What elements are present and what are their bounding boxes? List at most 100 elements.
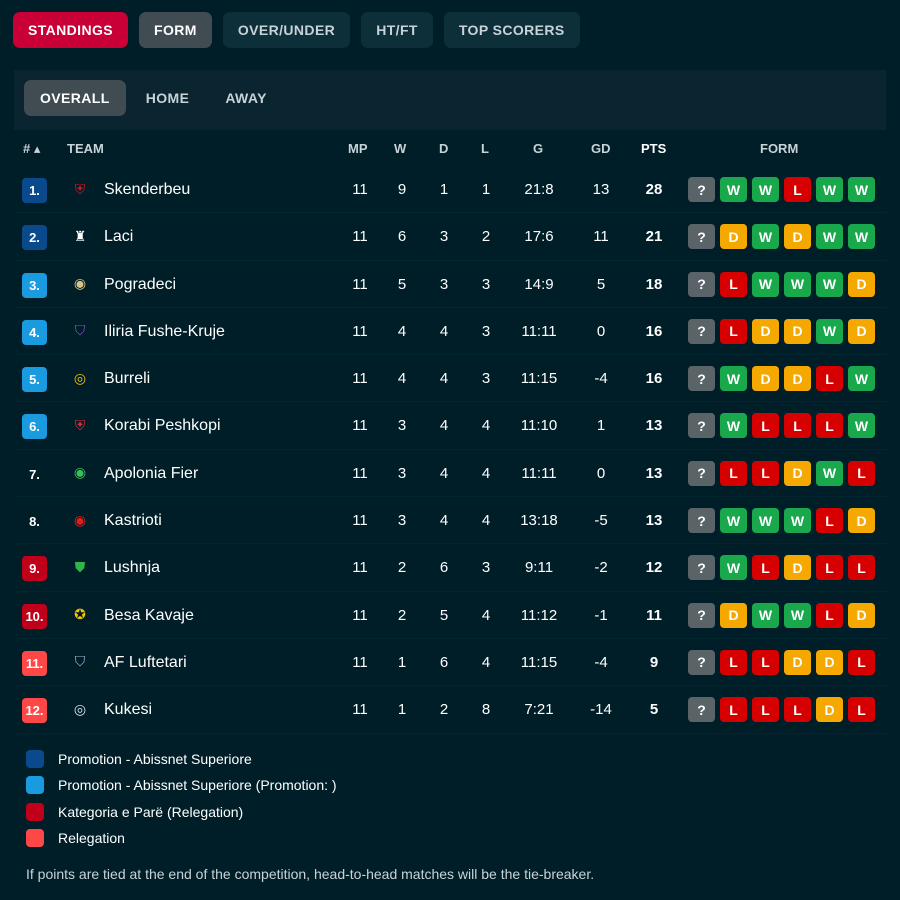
table-row[interactable]: 2. ♜ Laci 11 6 3 2 17:6 11 21? D W D W W: [14, 213, 886, 261]
next-match-badge[interactable]: ?: [688, 697, 715, 723]
form-badge-draw[interactable]: D: [752, 366, 779, 392]
form-badge-win[interactable]: W: [848, 224, 875, 250]
form-badge-win[interactable]: W: [784, 602, 811, 628]
tab-form[interactable]: FORM: [139, 12, 212, 48]
form-badge-loss[interactable]: L: [816, 555, 843, 581]
next-match-badge[interactable]: ?: [688, 649, 715, 675]
tab-ht-ft[interactable]: HT/FT: [361, 12, 433, 48]
tab-top-scorers[interactable]: TOP SCORERS: [443, 12, 580, 48]
form-badge-loss[interactable]: L: [720, 271, 747, 297]
form-badge-loss[interactable]: L: [720, 697, 747, 723]
form-badge-win[interactable]: W: [720, 555, 747, 581]
form-badge-loss[interactable]: L: [848, 460, 875, 486]
form-badge-draw[interactable]: D: [848, 318, 875, 344]
form-badge-win[interactable]: W: [816, 318, 843, 344]
table-row[interactable]: 9. ⛊ Lushnja 11 2 6 3 9:11 -2 12? W L D L L: [14, 544, 886, 592]
header-g[interactable]: G: [533, 141, 544, 156]
form-badge-loss[interactable]: L: [720, 318, 747, 344]
form-badge-draw[interactable]: D: [784, 460, 811, 486]
form-badge-draw[interactable]: D: [784, 649, 811, 675]
form-badge-loss[interactable]: L: [816, 366, 843, 392]
form-badge-loss[interactable]: L: [848, 555, 875, 581]
team-name[interactable]: Lushnja: [104, 559, 161, 577]
form-badge-draw[interactable]: D: [816, 697, 843, 723]
header-gd[interactable]: GD: [591, 141, 611, 156]
form-badge-draw[interactable]: D: [784, 318, 811, 344]
form-badge-draw[interactable]: D: [848, 508, 875, 534]
subtab-away[interactable]: AWAY: [225, 90, 267, 106]
table-row[interactable]: 6. ⛨ Korabi Peshkopi 11 3 4 4 11:10 1 13? W L L L W: [14, 402, 886, 450]
form-badge-loss[interactable]: L: [816, 508, 843, 534]
subtab-overall[interactable]: OVERALL: [24, 80, 126, 116]
table-row[interactable]: 8. ◉ Kastrioti 11 3 4 4 13:18 -5 13? W W W L D: [14, 497, 886, 545]
form-badge-draw[interactable]: D: [720, 602, 747, 628]
team-name[interactable]: Kukesi: [104, 701, 153, 719]
form-badge-loss[interactable]: L: [816, 602, 843, 628]
form-badge-win[interactable]: W: [848, 413, 875, 439]
team-name[interactable]: Besa Kavaje: [104, 606, 194, 624]
header-team[interactable]: TEAM: [67, 141, 104, 156]
table-row[interactable]: 7. ◉ Apolonia Fier 11 3 4 4 11:11 0 13? L L D W L: [14, 449, 886, 498]
table-row[interactable]: 1. ⛨ Skenderbeu 11 9 1 1 21:8 13 28? W W L W W: [14, 166, 886, 214]
form-badge-win[interactable]: W: [848, 366, 875, 392]
team-name[interactable]: AF Luftetari: [104, 653, 187, 671]
header-l[interactable]: L: [481, 141, 489, 156]
form-badge-loss[interactable]: L: [752, 649, 779, 675]
form-badge-win[interactable]: W: [784, 271, 811, 297]
team-name[interactable]: Pogradeci: [104, 275, 177, 293]
table-row[interactable]: 5. ◎ Burreli 11 4 4 3 11:15 -4 16? W D D L W: [14, 355, 886, 403]
form-badge-draw[interactable]: D: [784, 555, 811, 581]
form-badge-win[interactable]: W: [816, 460, 843, 486]
form-badge-loss[interactable]: L: [784, 177, 811, 202]
subtab-home[interactable]: HOME: [145, 90, 190, 106]
form-badge-loss[interactable]: L: [816, 413, 843, 439]
next-match-badge[interactable]: ?: [688, 460, 715, 486]
header-w[interactable]: W: [394, 141, 407, 156]
header-rank[interactable]: # ▴: [23, 141, 41, 156]
form-badge-win[interactable]: W: [720, 177, 747, 202]
next-match-badge[interactable]: ?: [688, 271, 715, 297]
team-name[interactable]: Kastrioti: [104, 512, 162, 530]
form-badge-draw[interactable]: D: [752, 318, 779, 344]
form-badge-loss[interactable]: L: [752, 697, 779, 723]
team-name[interactable]: Iliria Fushe-Kruje: [104, 322, 225, 340]
next-match-badge[interactable]: ?: [688, 555, 715, 581]
form-badge-win[interactable]: W: [816, 271, 843, 297]
form-badge-win[interactable]: W: [752, 602, 779, 628]
form-badge-win[interactable]: W: [816, 177, 843, 202]
table-row[interactable]: 10. ✪ Besa Kavaje 11 2 5 4 11:12 -1 11? D W W L D: [14, 591, 886, 639]
team-name[interactable]: Korabi Peshkopi: [104, 417, 221, 435]
form-badge-loss[interactable]: L: [848, 697, 875, 723]
table-row[interactable]: 3. ◉ Pogradeci 11 5 3 3 14:9 5 18? L W W W D: [14, 260, 886, 308]
table-row[interactable]: 4. ⛉ Iliria Fushe-Kruje 11 4 4 3 11:11 0 16? L D D W D: [14, 307, 886, 356]
form-badge-draw[interactable]: D: [816, 649, 843, 675]
form-badge-win[interactable]: W: [848, 177, 875, 202]
header-d[interactable]: D: [439, 141, 449, 156]
form-badge-loss[interactable]: L: [720, 649, 747, 675]
form-badge-win[interactable]: W: [720, 366, 747, 392]
header-pts[interactable]: PTS: [641, 141, 667, 156]
form-badge-draw[interactable]: D: [720, 224, 747, 250]
form-badge-draw[interactable]: D: [784, 366, 811, 392]
form-badge-loss[interactable]: L: [752, 413, 779, 439]
form-badge-draw[interactable]: D: [784, 224, 811, 250]
form-badge-loss[interactable]: L: [784, 697, 811, 723]
form-badge-win[interactable]: W: [752, 271, 779, 297]
form-badge-win[interactable]: W: [720, 413, 747, 439]
next-match-badge[interactable]: ?: [688, 177, 715, 202]
next-match-badge[interactable]: ?: [688, 224, 715, 250]
form-badge-draw[interactable]: D: [848, 271, 875, 297]
next-match-badge[interactable]: ?: [688, 318, 715, 344]
form-badge-loss[interactable]: L: [848, 649, 875, 675]
form-badge-loss[interactable]: L: [720, 460, 747, 486]
tab-standings[interactable]: STANDINGS: [13, 12, 129, 48]
next-match-badge[interactable]: ?: [688, 602, 715, 628]
form-badge-win[interactable]: W: [752, 177, 779, 202]
form-badge-loss[interactable]: L: [752, 460, 779, 486]
form-badge-win[interactable]: W: [752, 508, 779, 534]
team-name[interactable]: Burreli: [104, 370, 151, 388]
header-mp[interactable]: MP: [348, 141, 368, 156]
table-row[interactable]: 11. ⛉ AF Luftetari 11 1 6 4 11:15 -4 9? L L D D L: [14, 638, 886, 687]
team-name[interactable]: Laci: [104, 228, 134, 246]
next-match-badge[interactable]: ?: [688, 366, 715, 392]
